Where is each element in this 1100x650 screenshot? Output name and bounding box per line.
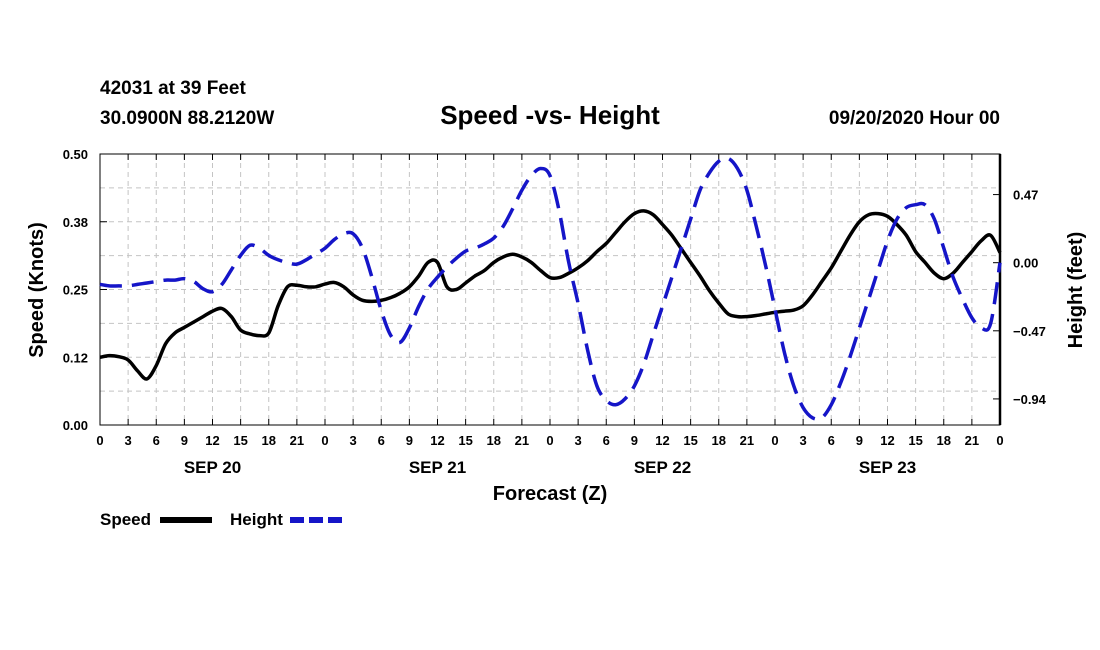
x-tick-label: 0 — [771, 433, 778, 448]
speed-series-line — [99, 209, 1002, 381]
x-tick-label: 3 — [350, 433, 357, 448]
y2-tick-label: 0.47 — [1013, 188, 1038, 203]
x-tick-label: 3 — [125, 433, 132, 448]
y-tick-label: 0.00 — [63, 418, 88, 433]
y-ticks: 0.00 0.12 0.25 0.38 0.50 — [63, 147, 107, 433]
x-tick-label: 6 — [603, 433, 610, 448]
y2-axis-label: Height (feet) — [1065, 232, 1087, 349]
legend-speed-label: Speed — [100, 510, 151, 529]
y-tick-label: 0.38 — [63, 215, 88, 230]
x-tick-label: 21 — [965, 433, 979, 448]
x-tick-label: 12 — [880, 433, 894, 448]
x-tick-label: 0 — [996, 433, 1003, 448]
x-tick-label: 18 — [487, 433, 501, 448]
chart-title: Speed -vs- Height — [440, 100, 660, 130]
y2-tick-label: 0.00 — [1013, 256, 1038, 271]
y-tick-label: 0.50 — [63, 147, 88, 162]
x-tick-label: 6 — [378, 433, 385, 448]
x-tick-label: 15 — [233, 433, 247, 448]
date-tick-label: SEP 23 — [859, 458, 916, 477]
x-axis-label: Forecast (Z) — [493, 483, 607, 505]
date-tick-label: SEP 21 — [409, 458, 466, 477]
legend-height-label: Height — [230, 510, 283, 529]
date-tick-label: SEP 22 — [634, 458, 691, 477]
x-tick-label: 12 — [205, 433, 219, 448]
y-tick-label: 0.12 — [63, 350, 88, 365]
legend: Speed Height — [100, 510, 342, 529]
x-tick-label: 12 — [655, 433, 669, 448]
x-tick-label: 3 — [800, 433, 807, 448]
y-axis-label: Speed (Knots) — [26, 222, 48, 358]
x-tick-label: 15 — [908, 433, 922, 448]
x-tick-label: 0 — [546, 433, 553, 448]
x-tick-label: 21 — [515, 433, 529, 448]
x-tick-label: 0 — [96, 433, 103, 448]
station-label: 42031 at 39 Feet — [100, 78, 246, 99]
x-tick-label: 9 — [406, 433, 413, 448]
x-tick-label: 15 — [683, 433, 697, 448]
x-tick-label: 18 — [937, 433, 951, 448]
x-tick-label: 6 — [153, 433, 160, 448]
coords-label: 30.0900N 88.2120W — [100, 108, 274, 129]
y2-ticks: 0.47 0.00 −0.47 −0.94 — [993, 188, 1047, 407]
x-tick-label: 6 — [828, 433, 835, 448]
x-tick-label: 0 — [321, 433, 328, 448]
x-tick-label: 12 — [430, 433, 444, 448]
x-tick-label: 9 — [631, 433, 638, 448]
x-tick-label: 18 — [262, 433, 276, 448]
y2-tick-label: −0.47 — [1013, 324, 1046, 339]
x-tick-label: 21 — [290, 433, 304, 448]
x-tick-label: 9 — [856, 433, 863, 448]
y2-tick-label: −0.94 — [1013, 392, 1047, 407]
height-series-line — [99, 156, 1002, 421]
x-tick-label: 9 — [181, 433, 188, 448]
x-tick-label: 21 — [740, 433, 754, 448]
date-labels: SEP 20 SEP 21 SEP 22 SEP 23 — [184, 458, 916, 477]
x-tick-label: 3 — [575, 433, 582, 448]
grid-lines — [100, 154, 1000, 425]
date-tick-label: SEP 20 — [184, 458, 241, 477]
x-ticks: 0 3 6 9 12 15 18 21 0 3 6 9 12 15 18 21 0 3 6 9 12 15 18 21 0 3 6 9… — [96, 154, 1004, 448]
date-label: 09/20/2020 Hour 00 — [829, 108, 1000, 129]
x-tick-label: 18 — [712, 433, 726, 448]
x-tick-label: 15 — [458, 433, 472, 448]
y-tick-label: 0.25 — [63, 283, 88, 298]
